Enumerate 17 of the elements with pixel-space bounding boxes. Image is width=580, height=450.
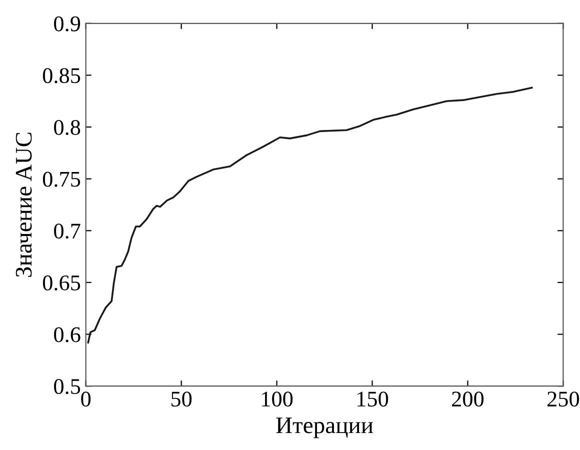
x-tick-label: 250	[547, 392, 579, 407]
y-tick-label: 0.6	[54, 327, 80, 342]
y-tick-label: 0.75	[42, 172, 80, 187]
x-tick-label: 50	[171, 392, 192, 407]
x-axis-title: Итерации	[276, 418, 373, 438]
y-axis-title: Значение AUC	[16, 132, 32, 277]
y-tick-label: 0.85	[42, 68, 80, 84]
y-tick-label: 0.7	[54, 224, 80, 239]
y-tick-label: 0.65	[42, 275, 80, 290]
line-series	[87, 86, 533, 344]
x-tick-label: 150	[358, 392, 388, 407]
y-tick-label: 0.9	[54, 16, 80, 32]
x-tick-label: 200	[452, 392, 484, 407]
y-tick-label: 0.5	[54, 379, 80, 394]
y-tick-label: 0.8	[54, 120, 80, 136]
x-tick-label: 100	[262, 392, 293, 407]
x-tick-label: 0	[81, 392, 91, 407]
